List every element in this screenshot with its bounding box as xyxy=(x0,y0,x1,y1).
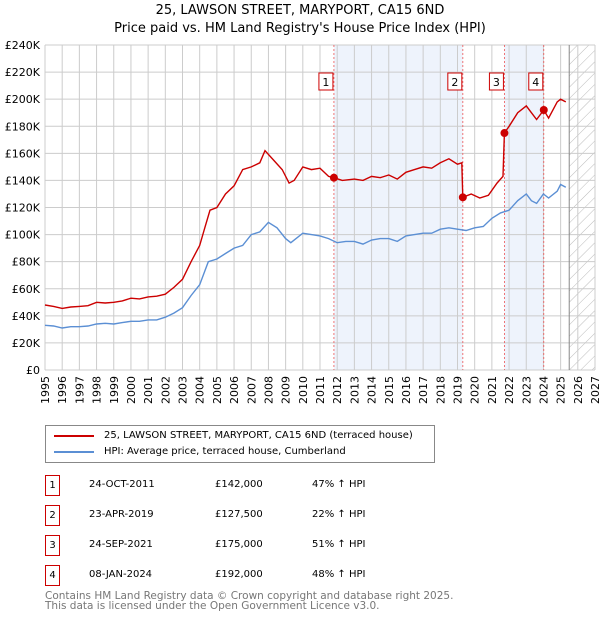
transaction-price: £127,500 xyxy=(215,509,263,520)
transaction-number: 2 xyxy=(45,505,60,526)
y-tick-label: £0 xyxy=(26,364,40,377)
transaction-price: £175,000 xyxy=(215,539,263,550)
x-tick-label: 2002 xyxy=(159,376,172,404)
x-tick-label: 2005 xyxy=(211,376,224,404)
transaction-date: 23-APR-2019 xyxy=(89,509,154,520)
transaction-hpi-change: 51% ↑ HPI xyxy=(312,539,366,550)
x-tick-label: 2003 xyxy=(177,376,190,404)
sale-label-box xyxy=(318,72,334,91)
legend-item-hpi: HPI: Average price, terraced house, Cumb… xyxy=(54,446,346,457)
y-tick-label: £200K xyxy=(5,93,41,106)
x-tick-label: 2015 xyxy=(383,376,396,404)
x-tick-label: 2000 xyxy=(125,376,138,404)
x-tick-label: 2026 xyxy=(572,376,585,404)
property-price-line xyxy=(44,98,567,310)
x-tick-label: 2009 xyxy=(280,376,293,404)
x-tick-label: 2017 xyxy=(417,376,430,404)
y-tick-label: £120K xyxy=(5,202,41,215)
x-tick-label: 2001 xyxy=(142,376,155,404)
transaction-hpi-change: 22% ↑ HPI xyxy=(312,509,366,520)
price-chart: 1995 1996 1997 1998 1999 2000 2001 2002 2003 2004… xyxy=(5,39,600,404)
x-tick-label: 2025 xyxy=(555,376,568,404)
sale-label-box xyxy=(447,72,463,91)
transaction-number: 3 xyxy=(45,535,60,556)
transaction-date: 24-OCT-2011 xyxy=(89,479,155,490)
y-tick-label: £100K xyxy=(5,229,41,242)
transaction-date: 08-JAN-2024 xyxy=(89,569,153,580)
sale-point xyxy=(458,193,467,202)
x-tick-label: 2004 xyxy=(194,376,207,404)
x-tick-label: 2020 xyxy=(469,376,482,404)
x-tick-label: 1997 xyxy=(73,376,86,404)
x-tick-label: 1996 xyxy=(56,376,69,404)
x-tick-label: 2023 xyxy=(520,376,533,404)
sale-point xyxy=(329,173,338,182)
sale-label-number: 4 xyxy=(532,76,539,89)
x-tick-label: 2013 xyxy=(348,376,361,404)
y-tick-label: £20K xyxy=(12,337,41,350)
sale-point xyxy=(539,106,548,114)
x-tick-label: 2014 xyxy=(366,376,379,404)
legend-label-property: 25, LAWSON STREET, MARYPORT, CA15 6ND (t… xyxy=(104,430,413,441)
y-tick-label: £80K xyxy=(12,256,41,269)
legend-swatch-hpi xyxy=(54,450,94,453)
y-tick-label: £220K xyxy=(5,66,41,79)
x-tick-label: 2008 xyxy=(262,376,275,404)
sale-label-box xyxy=(488,72,504,91)
x-tick-label: 2007 xyxy=(245,376,258,404)
x-tick-label: 2027 xyxy=(589,376,600,404)
y-tick-label: £240K xyxy=(5,39,41,52)
x-tick-label: 1999 xyxy=(108,376,121,404)
legend-swatch-property xyxy=(54,434,94,437)
sale-label-number: 2 xyxy=(451,76,458,89)
sale-label-box xyxy=(528,72,544,91)
x-tick-label: 2012 xyxy=(331,376,344,404)
x-tick-label: 2010 xyxy=(297,376,310,404)
x-tick-label: 2011 xyxy=(314,376,327,404)
x-tick-label: 2006 xyxy=(228,376,241,404)
y-tick-label: £180K xyxy=(5,120,41,133)
y-tick-label: £60K xyxy=(12,283,41,296)
legend-label-hpi: HPI: Average price, terraced house, Cumb… xyxy=(104,446,346,457)
transaction-price: £142,000 xyxy=(215,479,263,490)
chart-title: 25, LAWSON STREET, MARYPORT, CA15 6ND xyxy=(155,3,445,18)
footer-licence: This data is licensed under the Open Gov… xyxy=(45,600,380,612)
sale-point xyxy=(500,129,509,138)
transaction-hpi-change: 47% ↑ HPI xyxy=(312,479,366,490)
x-tick-label: 2019 xyxy=(452,376,465,404)
x-tick-label: 2021 xyxy=(486,376,499,404)
chart-subtitle: Price paid vs. HM Land Registry's House … xyxy=(114,21,486,36)
x-tick-label: 1998 xyxy=(91,376,104,404)
transaction-number: 4 xyxy=(45,565,60,586)
sale-label-number: 1 xyxy=(322,76,329,89)
y-tick-label: £140K xyxy=(5,174,41,187)
hpi-line xyxy=(44,183,567,329)
y-tick-label: £40K xyxy=(12,310,41,323)
transaction-price: £192,000 xyxy=(215,569,263,580)
x-tick-label: 1995 xyxy=(39,376,52,404)
sale-label-number: 3 xyxy=(493,76,500,89)
transaction-number: 1 xyxy=(45,475,60,496)
footer-copyright: Contains HM Land Registry data © Crown c… xyxy=(45,590,454,602)
legend: 25, LAWSON STREET, MARYPORT, CA15 6ND (t… xyxy=(45,425,435,463)
x-tick-label: 2018 xyxy=(434,376,447,404)
transaction-hpi-change: 48% ↑ HPI xyxy=(312,569,366,580)
y-tick-label: £160K xyxy=(5,147,41,160)
x-tick-label: 2024 xyxy=(537,376,550,404)
legend-item-property: 25, LAWSON STREET, MARYPORT, CA15 6ND (t… xyxy=(54,430,413,441)
x-tick-label: 2022 xyxy=(503,376,516,404)
x-tick-label: 2016 xyxy=(400,376,413,404)
transaction-date: 24-SEP-2021 xyxy=(89,539,153,550)
